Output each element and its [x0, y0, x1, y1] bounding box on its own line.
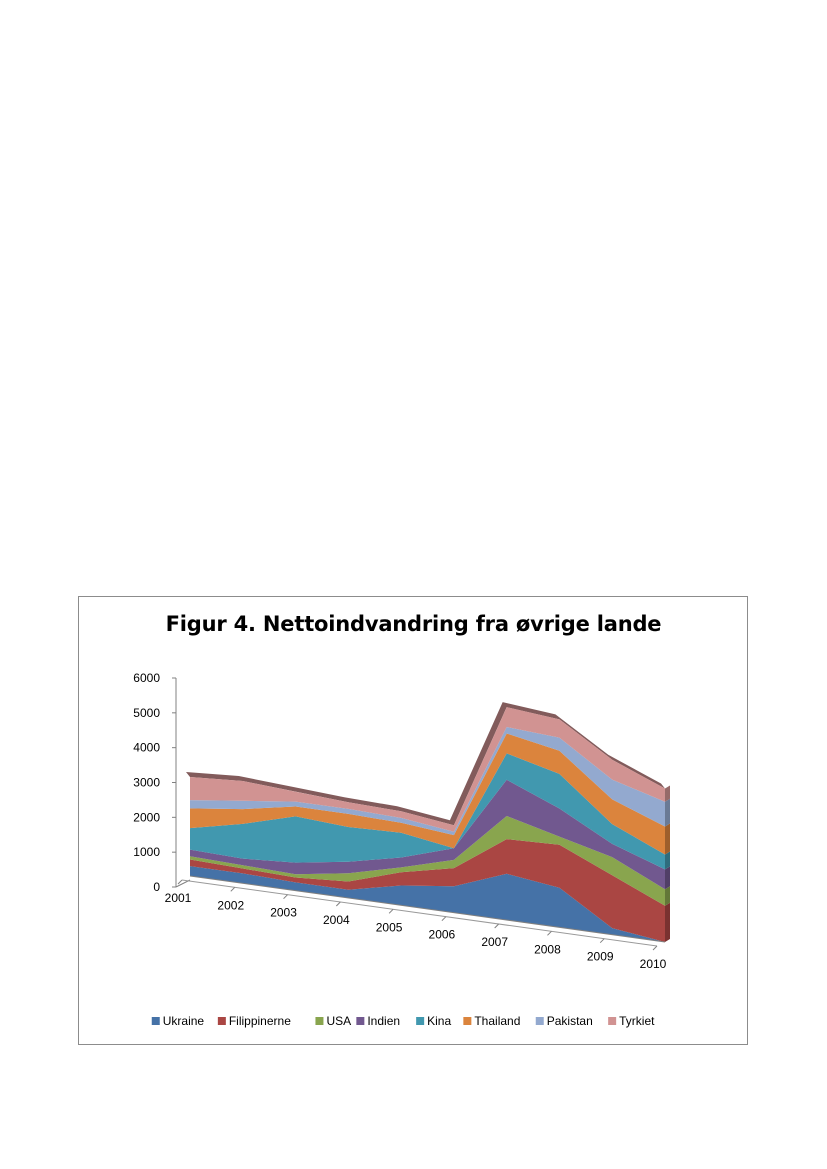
- legend-item: Filippinerne: [229, 1014, 291, 1028]
- y-tick-label: 2000: [133, 810, 160, 824]
- area-series-tyrkiet: [190, 707, 665, 832]
- legend-item: Ukraine: [163, 1014, 205, 1028]
- x-tick-mark: [599, 938, 605, 944]
- x-tick-label: 2003: [270, 906, 297, 920]
- area-series-kina: [190, 753, 665, 870]
- area-side-usa: [665, 886, 670, 906]
- x-tick-label: 2007: [481, 935, 508, 949]
- x-tick-label: 2001: [165, 891, 192, 905]
- y-tick-label: 3000: [133, 776, 160, 790]
- area-series-ukraine: [190, 866, 665, 942]
- y-tick-label: 1000: [133, 845, 160, 859]
- area-series-indien: [190, 779, 665, 890]
- x-axis-line: [189, 875, 666, 943]
- area-side-filippinerne: [665, 902, 670, 942]
- y-tick-label: 6000: [133, 671, 160, 685]
- x-tick-mark: [547, 930, 552, 936]
- x-tick-mark: [283, 894, 288, 900]
- legend-swatch: [416, 1017, 425, 1025]
- legend-swatch: [217, 1017, 226, 1025]
- x-tick-mark: [335, 901, 341, 907]
- legend-item: Tyrkiet: [619, 1014, 655, 1028]
- x-tick-label: 2004: [323, 913, 350, 927]
- chart-title: Figur 4. Nettoindvandring fra øvrige lan…: [165, 612, 662, 636]
- x-tick-label: 2005: [376, 920, 403, 934]
- x-axis-floor-edge: [181, 879, 658, 947]
- area-series-usa: [190, 816, 665, 906]
- area-side-kina: [665, 851, 670, 870]
- area-series-pakistan: [190, 727, 665, 836]
- x-tick-label: 2010: [640, 957, 667, 971]
- area-side-tyrkiet: [665, 785, 670, 802]
- area-series-filippinerne: [190, 839, 665, 942]
- y-tick-label: 4000: [133, 741, 160, 755]
- x-tick-mark: [177, 879, 183, 885]
- area-side-indien: [665, 866, 670, 890]
- legend-item: Kina: [427, 1014, 451, 1028]
- legend-swatch: [535, 1017, 544, 1025]
- legend-swatch: [315, 1017, 324, 1025]
- legend-item: Pakistan: [547, 1014, 593, 1028]
- legend-item: USA: [326, 1014, 351, 1028]
- area-side-pakistan: [665, 798, 670, 827]
- legend-swatch: [463, 1017, 472, 1025]
- x-tick-label: 2009: [587, 950, 614, 964]
- x-tick-label: 2008: [534, 942, 561, 956]
- legend-swatch: [151, 1017, 160, 1025]
- area-side-thailand: [665, 823, 670, 855]
- area-series-thailand: [190, 733, 665, 855]
- x-tick-mark: [230, 886, 236, 892]
- legend-item: Indien: [367, 1014, 400, 1028]
- legend-swatch: [608, 1017, 617, 1025]
- y-tick-label: 5000: [133, 706, 160, 720]
- legend-item: Thailand: [474, 1014, 520, 1028]
- x-tick-mark: [441, 916, 447, 922]
- x-tick-mark: [388, 908, 394, 914]
- y-tick-label: 0: [153, 880, 160, 894]
- legend-swatch: [356, 1017, 365, 1025]
- x-tick-mark: [652, 945, 658, 951]
- x-tick-label: 2006: [429, 928, 456, 942]
- x-tick-mark: [494, 923, 500, 929]
- x-tick-label: 2002: [217, 898, 244, 912]
